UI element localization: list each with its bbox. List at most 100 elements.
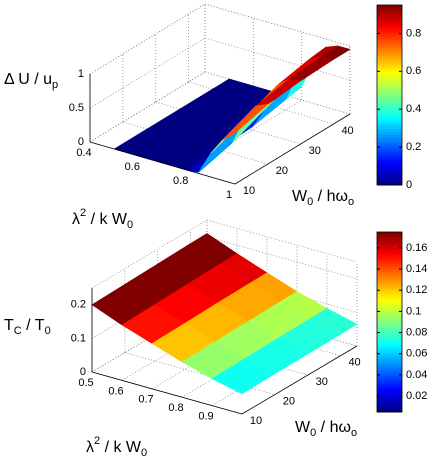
colorbar-stripe: [377, 117, 402, 121]
colorbar-stripe: [377, 66, 402, 71]
colorbar-stripe: [377, 52, 402, 57]
colorbar-tick-label: 0.16: [406, 242, 427, 254]
colorbar-stripe: [377, 13, 402, 17]
label-part: C: [14, 325, 22, 337]
grid-line: [204, 3, 351, 47]
colorbar-stripe: [377, 148, 402, 152]
label-part: 0: [141, 447, 147, 457]
colorbar-stripe: [377, 30, 402, 34]
colorbar-stripe: [377, 100, 402, 104]
colorbar-stripe: [377, 234, 402, 239]
colorbar-stripe: [377, 369, 402, 374]
z-tick-label: 0.5: [69, 102, 84, 114]
colorbar-stripe: [377, 47, 402, 51]
x-tick-label: 0.9: [198, 411, 213, 423]
colorbar-stripe: [377, 277, 402, 281]
colorbar-stripe: [377, 260, 402, 264]
colorbar-stripe: [377, 137, 402, 141]
label-part: 0: [45, 325, 51, 337]
colorbar-stripe: [377, 151, 402, 155]
colorbar-stripe: [377, 24, 402, 28]
axis-label: Δ U / up: [4, 71, 58, 91]
colorbar-stripe: [377, 145, 402, 149]
colorbar-stripe: [377, 246, 402, 250]
colorbar-stripe: [377, 291, 402, 295]
colorbar-stripe: [377, 232, 402, 236]
colorbar-stripe: [377, 111, 402, 116]
label-part: W: [295, 419, 311, 436]
colorbar-stripe: [377, 176, 402, 180]
colorbar-stripe: [377, 237, 402, 241]
x-tick-label: 0.8: [173, 175, 188, 187]
label-part: / T: [22, 317, 45, 334]
colorbar-stripe: [377, 313, 402, 317]
y-tick-label: 20: [276, 165, 288, 177]
colorbar-stripe: [377, 299, 402, 303]
colorbar-stripe: [377, 123, 402, 127]
z-tick-label: 0: [80, 366, 86, 378]
label-part: o: [351, 427, 357, 439]
label-part: p: [52, 79, 58, 91]
colorbar-stripe: [377, 97, 402, 102]
label-part: W: [292, 188, 308, 205]
axis-label: TC / T0: [4, 317, 51, 337]
colorbar-stripe: [377, 268, 402, 272]
y-tick-label: 40: [348, 357, 360, 369]
colorbar-stripe: [377, 395, 402, 399]
colorbar-stripe: [377, 279, 402, 284]
colorbar-stripe: [377, 240, 402, 244]
colorbar-stripe: [377, 344, 402, 348]
colorbar-tick-label: 0: [406, 179, 412, 191]
colorbar-stripe: [377, 69, 402, 73]
colorbar-stripe: [377, 251, 402, 255]
colorbar-stripe: [377, 7, 402, 12]
colorbar-stripe: [377, 72, 402, 76]
colorbar-stripe: [377, 355, 402, 360]
colorbar-stripe: [377, 154, 402, 158]
colorbar-stripe: [377, 397, 402, 402]
x-tick-label: 0.4: [76, 147, 91, 159]
colorbar-stripe: [377, 288, 402, 292]
colorbar-stripe: [377, 307, 402, 312]
y-tick-label: 30: [309, 145, 321, 157]
colorbar-stripe: [377, 92, 402, 96]
colorbar-stripe: [377, 64, 402, 68]
colorbar-stripe: [377, 44, 402, 48]
colorbar-stripe: [377, 361, 402, 365]
x-axis: [89, 141, 236, 185]
x-tick-label: 0.7: [138, 394, 153, 406]
x-tick-label: 0.6: [108, 385, 123, 397]
colorbar-tick-label: 0.02: [406, 390, 427, 402]
colorbar-stripe: [377, 10, 402, 14]
colorbar-stripe: [377, 109, 402, 113]
colorbar-stripe: [377, 179, 402, 183]
colorbar-stripe: [377, 83, 402, 88]
colorbar-stripe: [377, 324, 402, 329]
z-tick-label: 0: [78, 136, 84, 148]
colorbar-stripe: [377, 372, 402, 376]
y-tick-label: 10: [250, 415, 262, 427]
colorbar-tick-label: 0.8: [406, 27, 421, 39]
colorbar-stripe: [377, 21, 402, 26]
label-part: 2: [94, 435, 100, 447]
grid-line: [206, 270, 358, 313]
axis-label: W0 / hωo: [292, 188, 354, 208]
colorbar-stripe: [377, 403, 402, 407]
colorbar-stripe: [377, 50, 402, 54]
colorbar-stripe: [377, 16, 402, 20]
axis-label: W0 / hωo: [295, 419, 357, 439]
label-part: 0: [307, 196, 313, 208]
colorbar-stripe: [377, 352, 402, 357]
colorbar-tick-label: 0.08: [406, 326, 427, 338]
colorbar-stripe: [377, 254, 402, 258]
x-tick-label: 0.5: [78, 377, 93, 389]
label-part: 0: [310, 427, 316, 439]
y-axis: [241, 345, 358, 415]
colorbar-frame: [376, 4, 403, 186]
colorbar-stripe: [377, 159, 402, 163]
colorbar-stripe: [377, 310, 402, 315]
axis-label: λ2 / k W0: [72, 207, 133, 231]
x-axis: [91, 371, 243, 415]
colorbar-stripe: [377, 27, 402, 31]
colorbar-stripe: [377, 243, 402, 247]
